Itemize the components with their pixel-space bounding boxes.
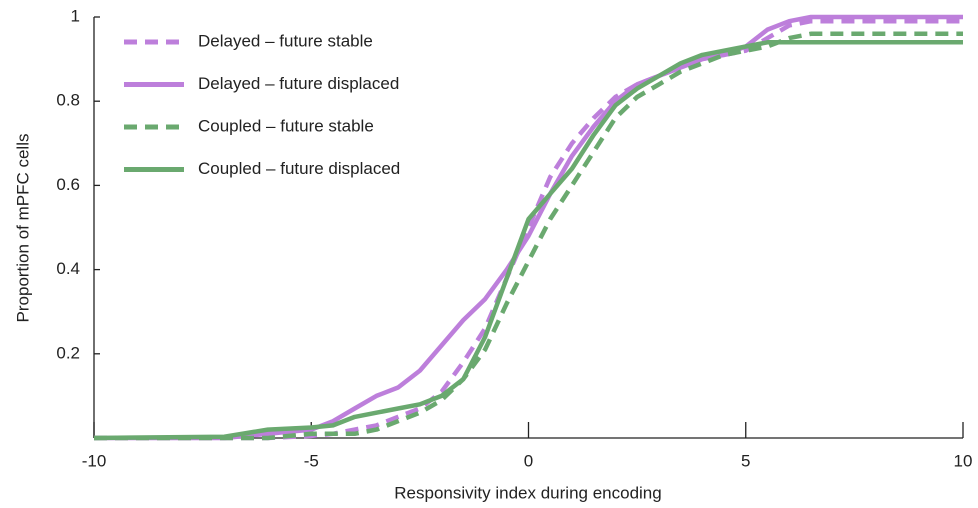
- y-tick-label: 0.4: [56, 259, 80, 278]
- x-tick-label: 5: [741, 451, 750, 470]
- legend-label: Coupled – future displaced: [198, 159, 400, 178]
- x-tick-label: 10: [954, 451, 973, 470]
- x-tick-label: -5: [304, 451, 319, 470]
- y-axis-label: Proportion of mPFC cells: [13, 134, 32, 323]
- legend-label: Delayed – future displaced: [198, 74, 399, 93]
- legend-label: Coupled – future stable: [198, 116, 374, 135]
- y-tick-label: 0.8: [56, 91, 80, 110]
- series-line: [93, 40, 963, 441]
- legend-label: Delayed – future stable: [198, 31, 373, 50]
- x-axis-label: Responsivity index during encoding: [394, 483, 661, 502]
- x-tick-label: 0: [524, 451, 533, 470]
- x-tick-label: -10: [82, 451, 107, 470]
- y-tick-label: 0.6: [56, 175, 80, 194]
- series-line: [94, 31, 963, 441]
- y-tick-label: 1: [71, 6, 80, 25]
- y-tick-label: 0.2: [56, 343, 80, 362]
